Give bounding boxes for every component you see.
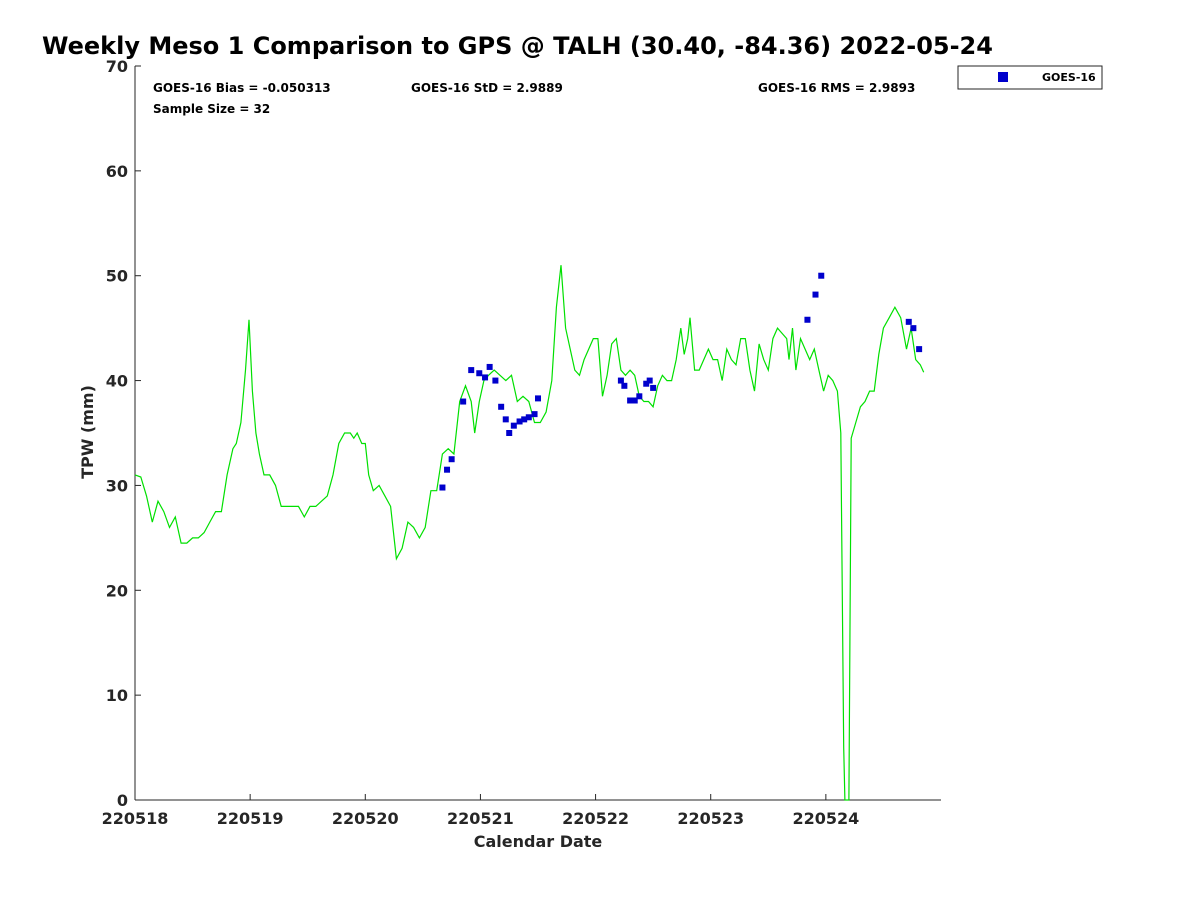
goes16-point	[617, 377, 624, 384]
legend-label: GOES-16	[1042, 71, 1096, 84]
goes16-point	[643, 380, 650, 387]
goes16-point	[502, 416, 509, 423]
plot-area: 0 10 20 30 40 50 60 70 220518 220519 220520 220521…	[102, 57, 941, 828]
x-ticks: 220518 220519 220520 220521 220522 220523 2205…	[102, 794, 859, 828]
goes16-point	[516, 418, 523, 425]
goes16-point	[910, 325, 917, 332]
goes16-point	[804, 316, 811, 323]
goes16-point	[444, 466, 451, 473]
goes16-point	[525, 414, 532, 421]
x-tick-label: 220522	[562, 809, 629, 828]
goes16-point	[627, 397, 634, 404]
gps-tpw-line	[134, 265, 925, 801]
y-tick-label: 20	[106, 581, 128, 600]
y-ticks: 0 10 20 30 40 50 60 70	[106, 57, 141, 810]
y-tick-label: 60	[106, 162, 128, 181]
y-tick-label: 0	[117, 791, 128, 810]
goes16-point	[535, 395, 541, 402]
goes16-point	[621, 382, 628, 389]
y-tick-label: 40	[106, 372, 128, 391]
legend: GOES-16	[957, 65, 1103, 90]
y-tick-label: 10	[106, 686, 128, 705]
goes16-point	[460, 398, 467, 405]
goes16-point	[531, 411, 538, 418]
goes16-point	[506, 430, 513, 436]
goes16-point	[510, 422, 517, 429]
x-axis-label: Calendar Date	[474, 832, 603, 851]
y-tick-label: 70	[106, 57, 128, 76]
goes16-point	[448, 456, 455, 463]
rms-stat: GOES-16 RMS = 2.9893	[758, 81, 915, 95]
legend-box	[957, 65, 1103, 90]
x-tick-label: 220523	[677, 809, 744, 828]
goes16-point	[812, 291, 819, 298]
goes16-point	[646, 377, 653, 384]
goes16-point	[468, 367, 475, 374]
x-tick-label: 220521	[447, 809, 514, 828]
goes16-point	[439, 484, 446, 491]
series-layer	[134, 265, 925, 801]
goes16-point	[631, 397, 638, 404]
sample-size-stat: Sample Size = 32	[153, 102, 270, 116]
goes16-point	[916, 346, 923, 353]
goes16-point	[486, 363, 493, 370]
goes16-point	[492, 377, 499, 384]
x-tick-label: 220519	[217, 809, 284, 828]
x-tick-label: 220520	[332, 809, 399, 828]
goes16-point	[636, 393, 643, 400]
x-tick-label: 220518	[102, 809, 169, 828]
x-tick-label: 220524	[792, 809, 859, 828]
chart-title: Weekly Meso 1 Comparison to GPS @ TALH (…	[42, 32, 993, 60]
bias-stat: GOES-16 Bias = -0.050313	[153, 81, 331, 95]
std-stat: GOES-16 StD = 2.9889	[411, 81, 563, 95]
goes16-point	[650, 384, 657, 391]
legend-marker	[998, 72, 1008, 82]
goes16-point	[521, 416, 528, 423]
goes16-point	[476, 370, 483, 377]
goes16-point	[818, 272, 825, 279]
goes16-point	[498, 403, 505, 410]
goes16-point	[905, 318, 912, 325]
y-tick-label: 30	[106, 476, 128, 495]
y-axis-label: TPW (mm)	[78, 385, 97, 479]
y-tick-label: 50	[106, 267, 128, 286]
goes16-point	[482, 374, 489, 381]
